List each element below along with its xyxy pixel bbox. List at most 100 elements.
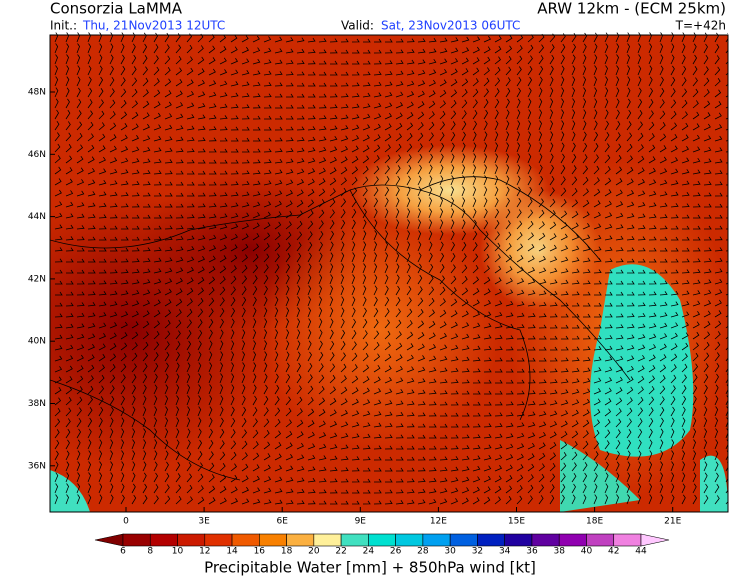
wind-barb bbox=[549, 290, 558, 296]
wind-barb bbox=[417, 122, 424, 131]
wind-barb bbox=[87, 144, 95, 153]
wind-barb bbox=[538, 290, 547, 296]
wind-barb bbox=[428, 488, 437, 494]
wind-barb bbox=[571, 109, 576, 120]
wind-barb bbox=[351, 352, 358, 362]
wind-barb bbox=[549, 421, 558, 428]
wind-barb bbox=[593, 246, 602, 252]
wind-barb bbox=[593, 269, 602, 274]
wind-barb bbox=[406, 320, 413, 329]
wind-barb bbox=[395, 423, 404, 428]
wind-barb bbox=[263, 93, 272, 98]
wind-barb bbox=[318, 386, 325, 395]
wind-barb bbox=[65, 418, 71, 428]
wind-barb bbox=[142, 123, 150, 131]
wind-barb bbox=[131, 135, 140, 142]
wind-barb bbox=[461, 142, 466, 153]
wind-barb bbox=[65, 428, 71, 439]
wind-barb bbox=[241, 329, 246, 340]
wind-barb bbox=[384, 70, 393, 76]
wind-barb bbox=[296, 340, 301, 351]
wind-barb bbox=[54, 109, 59, 120]
wind-barb bbox=[505, 266, 513, 274]
wind-barb bbox=[406, 308, 413, 318]
wind-barb bbox=[670, 461, 674, 472]
wind-barb bbox=[76, 417, 82, 428]
wind-barb bbox=[450, 379, 459, 384]
wind-barb bbox=[439, 434, 448, 439]
wind-barb bbox=[241, 170, 250, 175]
wind-barb bbox=[395, 285, 401, 296]
wind-barb bbox=[197, 406, 202, 417]
wind-barb bbox=[626, 166, 634, 175]
wind-barb bbox=[65, 247, 74, 252]
wind-barb bbox=[340, 274, 344, 285]
wind-barb bbox=[439, 164, 444, 175]
wind-barb bbox=[186, 203, 195, 208]
wind-barb bbox=[626, 155, 633, 164]
wind-barb bbox=[109, 406, 114, 417]
wind-barb bbox=[604, 235, 613, 241]
wind-barb bbox=[582, 131, 587, 142]
wind-barb bbox=[98, 461, 102, 472]
wind-barb bbox=[318, 93, 327, 98]
wind-barb bbox=[395, 208, 400, 219]
wind-barb bbox=[340, 125, 349, 131]
wind-barb bbox=[142, 417, 147, 428]
wind-barb bbox=[274, 126, 283, 131]
wind-barb bbox=[571, 483, 576, 494]
wind-barb bbox=[241, 70, 250, 76]
wind-barb bbox=[153, 268, 162, 274]
wind-barb bbox=[142, 406, 147, 417]
wind-barb bbox=[351, 318, 357, 329]
wind-barb bbox=[516, 45, 523, 54]
wind-barb bbox=[571, 357, 580, 362]
wind-barb bbox=[395, 133, 402, 142]
wind-barb bbox=[604, 212, 613, 219]
wind-barb bbox=[472, 497, 480, 505]
wind-barb bbox=[274, 274, 279, 285]
wind-barb bbox=[560, 378, 569, 384]
wind-barb bbox=[505, 220, 511, 230]
wind-barb bbox=[428, 332, 436, 340]
wind-barb bbox=[54, 32, 59, 43]
wind-barb bbox=[175, 44, 182, 54]
wind-barb bbox=[175, 214, 184, 219]
wind-barb bbox=[362, 134, 370, 142]
wind-barb bbox=[703, 112, 711, 120]
wind-barb bbox=[197, 297, 204, 307]
wind-barb bbox=[670, 494, 675, 505]
wind-barb bbox=[197, 340, 202, 351]
wind-barb bbox=[681, 88, 688, 98]
wind-barb bbox=[593, 346, 602, 351]
wind-barb bbox=[439, 356, 448, 362]
wind-barb bbox=[703, 158, 712, 164]
wind-barb bbox=[142, 384, 147, 395]
wind-barb bbox=[340, 252, 345, 263]
wind-barb bbox=[461, 241, 467, 252]
wind-barb bbox=[703, 135, 712, 142]
wind-barb bbox=[351, 285, 356, 296]
wind-barb bbox=[637, 472, 642, 483]
wind-barb bbox=[307, 147, 316, 153]
wind-barb bbox=[263, 340, 267, 351]
wind-barb bbox=[659, 168, 668, 175]
wind-barb bbox=[285, 189, 293, 197]
wind-barb bbox=[318, 489, 327, 494]
wind-barb bbox=[428, 111, 435, 120]
wind-barb bbox=[186, 125, 195, 131]
wind-barb bbox=[406, 263, 411, 274]
wind-barb bbox=[208, 428, 213, 439]
wind-barb bbox=[494, 496, 501, 505]
wind-barb bbox=[87, 472, 91, 483]
wind-barb bbox=[252, 373, 257, 384]
wind-barb bbox=[681, 157, 690, 164]
wind-barb bbox=[450, 287, 457, 296]
wind-barb bbox=[131, 279, 140, 285]
wind-barb bbox=[494, 131, 499, 142]
wind-barb bbox=[285, 147, 294, 153]
wind-barb bbox=[252, 232, 260, 241]
wind-barb bbox=[109, 428, 114, 439]
wind-barb bbox=[615, 189, 623, 197]
wind-barb bbox=[483, 346, 492, 351]
